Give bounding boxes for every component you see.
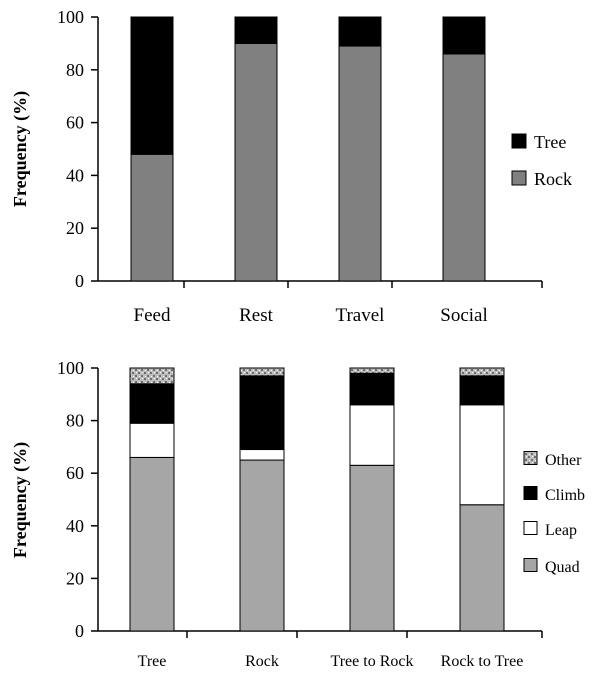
bar-rock-leap [239, 449, 285, 461]
legend-swatch-climb [523, 486, 538, 500]
y-tick-label: 60 [66, 113, 84, 133]
y-tick-label: 20 [66, 568, 84, 588]
bar-rest-tree [234, 16, 278, 44]
x-tick-label: Travel [336, 305, 385, 326]
bar-tree-to-rock-quad [349, 464, 395, 632]
legend-label-climb: Climb [545, 487, 585, 504]
legend-swatch-other [523, 451, 538, 465]
x-tick-label: Rock to Tree [441, 653, 524, 670]
x-tick-label: Tree [138, 653, 167, 670]
x-tick-label: Tree to Rock [331, 653, 414, 670]
bar-tree-to-rock-climb [349, 372, 395, 406]
bar-feed-tree [130, 16, 174, 155]
bar-rock-to-tree-other [459, 367, 505, 377]
legend-swatch-tree [511, 133, 527, 149]
legend-label-rock: Rock [534, 169, 572, 189]
y-axis-label: Frequency (%) [10, 91, 31, 207]
legend-label-quad: Quad [545, 559, 580, 576]
bar-rock-to-tree-leap [459, 404, 505, 506]
y-tick-label: 60 [66, 463, 84, 483]
x-tick-label: Feed [134, 305, 171, 326]
bar-tree-quad [129, 456, 175, 632]
legend-swatch-rock [511, 170, 527, 186]
legend-label-tree: Tree [534, 132, 566, 152]
bar-rock-climb [239, 375, 285, 451]
x-tick-label: Social [440, 305, 488, 326]
bar-rock-other [239, 367, 285, 377]
legend-label-other: Other [545, 452, 582, 469]
y-tick-label: 0 [75, 621, 84, 641]
y-tick-label: 100 [57, 358, 84, 378]
bar-tree-other [129, 367, 175, 385]
bar-travel-tree [338, 16, 382, 47]
legend-swatch-quad [523, 558, 538, 572]
y-axis-label: Frequency (%) [10, 442, 31, 558]
bar-tree-climb [129, 383, 175, 424]
bar-social-rock [442, 53, 486, 282]
chart-activity: 0 20 40 60 80 100 Feed Rest Travel Social Frequenc… [10, 7, 572, 326]
bar-travel-rock [338, 45, 382, 282]
y-tick-label: 20 [66, 218, 84, 238]
bar-rock-to-tree-quad [459, 504, 505, 632]
bar-rock-to-tree-climb [459, 375, 505, 406]
bar-feed-rock [130, 153, 174, 282]
y-tick-label: 80 [66, 60, 84, 80]
bar-tree-leap [129, 422, 175, 458]
legend-swatch-leap [523, 521, 538, 535]
y-tick-label: 40 [66, 165, 84, 185]
x-tick-label: Rest [239, 305, 274, 326]
bar-social-tree [442, 16, 486, 55]
legend-label-leap: Leap [545, 522, 577, 539]
y-tick-label: 40 [66, 516, 84, 536]
x-tick-label: Rock [245, 653, 279, 670]
bar-rock-quad [239, 459, 285, 632]
bar-tree-to-rock-leap [349, 404, 395, 466]
y-tick-label: 0 [75, 271, 84, 291]
y-tick-label: 100 [57, 7, 84, 27]
bar-tree-to-rock-other [349, 367, 395, 374]
bar-rest-rock [234, 42, 278, 282]
chart-locomotion: 0 20 40 60 80 100 Tree Rock Tree to Rock Rock to … [10, 358, 585, 670]
y-tick-label: 80 [66, 411, 84, 431]
